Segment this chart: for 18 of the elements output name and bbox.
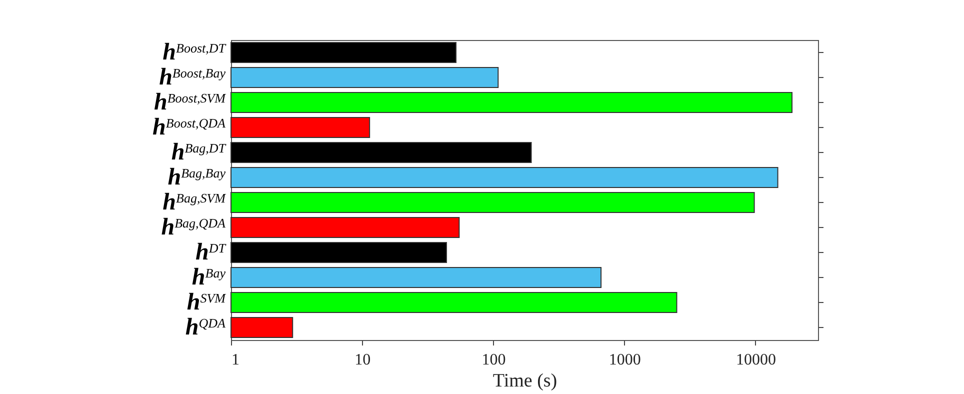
y-tick-label: h$^{Bag,DT}$ (171, 140, 226, 166)
y-tick-label: h$^{Boost,SVM}$ (154, 90, 227, 116)
y-tick-label: h$^{DT}$ (196, 240, 226, 266)
y-tick-label: h$^{Bay}$ (192, 264, 226, 290)
y-tick-label: h$^{SVM}$ (186, 290, 227, 316)
x-tick-label: 10 (354, 352, 371, 368)
y-tick-label: h$^{Boost,Bay}$ (159, 64, 226, 90)
y-tick-label: h$^{Bag,SVM}$ (162, 190, 227, 216)
y-tick-label: h$^{Bag,QDA}$ (161, 214, 226, 240)
x-tick-label: 100 (482, 352, 506, 368)
y-tick-label: h$^{Bag,Bay}$ (168, 164, 226, 190)
x-tick-label: 1 (232, 352, 240, 368)
x-tick-label: 10000 (736, 352, 776, 368)
y-tick-label: h$^{Boost,QDA}$ (152, 114, 226, 140)
x-axis-title: Time (s) (492, 370, 558, 392)
x-tick-label: 1000 (608, 352, 641, 368)
y-tick-label: h$^{Boost,DT}$ (162, 40, 226, 66)
y-tick-label: h$^{QDA}$ (185, 314, 226, 340)
